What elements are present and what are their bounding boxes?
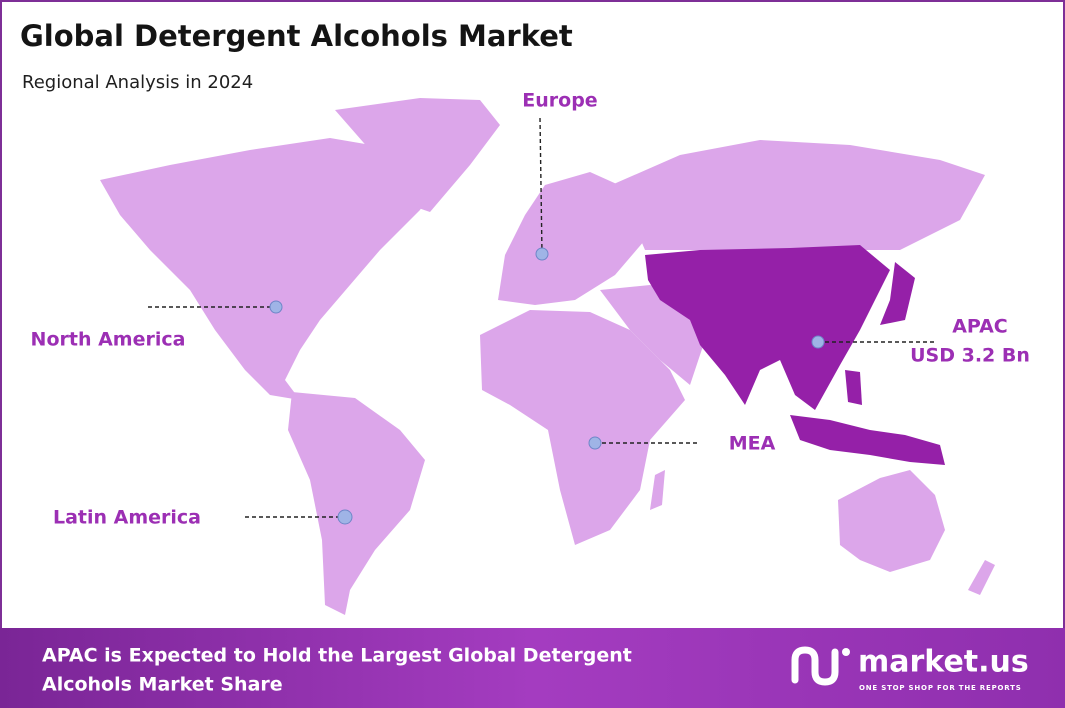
greenland <box>335 98 500 212</box>
japan <box>880 262 915 325</box>
europe <box>498 172 645 305</box>
marker <box>588 436 602 450</box>
marker <box>811 335 825 349</box>
region-label: Europe <box>522 90 597 112</box>
logo-text: market.us <box>858 645 1029 680</box>
subtitle: Regional Analysis in 2024 <box>22 72 253 93</box>
logo-icon <box>791 646 850 686</box>
region-label: APAC <box>952 316 1008 338</box>
marker <box>269 300 283 314</box>
footer-band <box>0 628 1065 708</box>
world-map <box>100 98 995 615</box>
apac-region <box>645 245 890 410</box>
southeast-asia-islands <box>790 415 945 465</box>
africa <box>480 310 685 545</box>
marker <box>535 247 549 261</box>
leader-line <box>539 117 543 255</box>
philippines <box>845 370 862 405</box>
footer-text: Alcohols Market Share <box>42 674 283 696</box>
footer-text: APAC is Expected to Hold the Largest Glo… <box>42 645 632 667</box>
logo-dot <box>842 648 850 656</box>
north-america <box>100 138 445 400</box>
new-zealand <box>968 560 995 595</box>
marker <box>337 509 353 525</box>
australia <box>838 470 945 572</box>
south-america <box>288 392 425 615</box>
region-label: MEA <box>729 433 776 455</box>
logo-tagline: ONE STOP SHOP FOR THE REPORTS <box>859 684 1022 692</box>
title: Global Detergent Alcohols Market <box>20 19 573 53</box>
region-label: Latin America <box>53 507 201 529</box>
logo-mark <box>791 646 839 686</box>
region-label: North America <box>31 329 186 351</box>
region-value: USD 3.2 Bn <box>910 345 1030 367</box>
madagascar <box>650 470 665 510</box>
region-callouts: Europe North America APAC USD 3.2 Bn MEA… <box>31 90 1030 529</box>
footer: APAC is Expected to Hold the Largest Glo… <box>0 628 1065 708</box>
north-asia <box>600 140 985 250</box>
